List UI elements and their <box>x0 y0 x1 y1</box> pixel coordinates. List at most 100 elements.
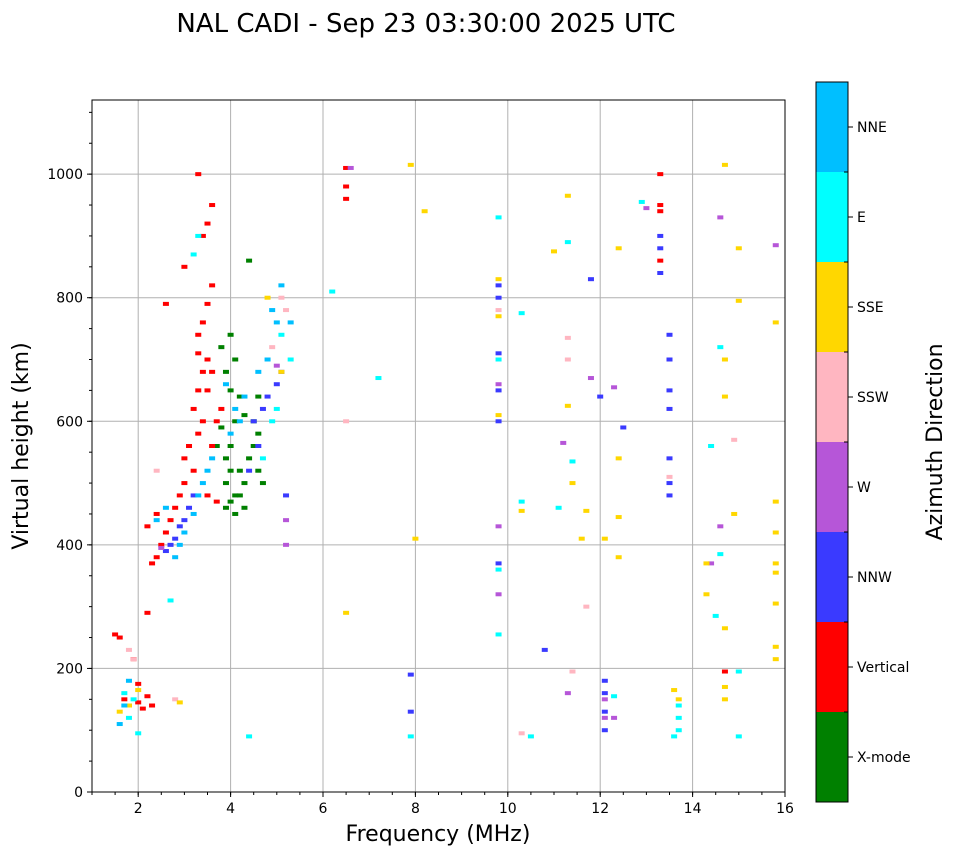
data-point-sse <box>721 162 728 167</box>
data-point-vertical <box>153 555 160 560</box>
data-point-sse <box>721 626 728 631</box>
x-axis-title: Frequency (MHz) <box>346 822 531 847</box>
data-point-vertical <box>181 264 188 269</box>
data-point-vertical <box>153 511 160 516</box>
data-point-vertical <box>199 419 206 424</box>
data-point-vertical <box>204 388 211 393</box>
data-point-x-mode <box>255 468 262 473</box>
data-point-e <box>135 731 142 736</box>
colorbar-label: SSW <box>857 390 889 406</box>
data-point-sse <box>703 561 710 566</box>
data-point-vertical <box>176 493 183 498</box>
data-point-ssw <box>269 345 276 350</box>
colorbar-label: SSE <box>857 300 884 316</box>
data-point-w <box>611 715 618 720</box>
colorbar-segment-vertical <box>816 622 848 712</box>
data-point-vertical <box>209 369 216 374</box>
data-point-vertical <box>213 419 220 424</box>
data-point-vertical <box>162 530 169 535</box>
data-point-e <box>259 456 266 461</box>
data-point-nnw <box>666 456 673 461</box>
data-point-nne <box>236 419 243 424</box>
data-point-vertical <box>199 233 206 238</box>
data-point-sse <box>675 697 682 702</box>
data-point-sse <box>343 610 350 615</box>
data-point-nne <box>269 308 276 313</box>
data-point-e <box>375 376 382 381</box>
data-point-ssw <box>666 474 673 479</box>
data-point-w <box>283 518 290 523</box>
data-point-sse <box>735 298 742 303</box>
data-point-sse <box>564 403 571 408</box>
data-point-vertical <box>721 669 728 674</box>
data-point-nne <box>227 431 234 436</box>
data-point-sse <box>615 456 622 461</box>
data-point-sse <box>601 536 608 541</box>
grid-lines <box>92 100 786 793</box>
data-point-x-mode <box>218 345 225 350</box>
data-point-nne <box>121 703 128 708</box>
data-point-vertical <box>135 700 142 705</box>
data-point-vertical <box>209 444 216 448</box>
data-point-nne <box>162 505 169 510</box>
chart-title: NAL CADI - Sep 23 03:30:00 2025 UTC <box>176 9 675 39</box>
data-point-nnw <box>657 233 664 238</box>
data-point-w <box>601 697 608 702</box>
data-point-nnw <box>407 709 414 714</box>
data-point-e <box>246 734 253 739</box>
data-point-sse <box>772 601 779 606</box>
data-point-nnw <box>657 271 664 275</box>
data-point-x-mode <box>236 468 243 473</box>
data-point-nnw <box>176 524 183 529</box>
colorbar: X-mode Vertical NNW W SSW SSE E NNE <box>815 81 911 803</box>
data-point-nnw <box>246 468 253 473</box>
data-point-sse <box>721 697 728 702</box>
data-point-e <box>287 357 294 362</box>
data-point-vertical <box>657 258 664 263</box>
data-point-vertical <box>158 542 165 547</box>
data-point-sse <box>421 209 428 214</box>
data-point-vertical <box>657 172 664 177</box>
data-point-ssw <box>564 357 571 362</box>
data-point-ssw <box>125 647 132 652</box>
data-point-vertical <box>172 505 179 510</box>
colorbar-segment-e <box>816 172 848 262</box>
data-point-x-mode <box>222 369 229 374</box>
colorbar-label: E <box>857 210 866 226</box>
data-point-x-mode <box>241 413 248 418</box>
colorbar-segment-w <box>816 442 848 532</box>
data-point-x-mode <box>250 444 257 448</box>
data-point-nne <box>255 369 262 374</box>
x-tick-label: 14 <box>684 801 702 817</box>
data-point-e <box>671 734 678 739</box>
data-point-vertical <box>144 610 151 615</box>
data-point-e <box>675 715 682 720</box>
data-point-sse <box>125 703 132 708</box>
data-point-e <box>195 233 202 238</box>
data-point-e <box>675 728 682 733</box>
data-point-nnw <box>167 542 174 547</box>
data-point-nne <box>287 320 294 325</box>
data-point-nne <box>176 542 183 547</box>
data-point-vertical <box>657 209 664 214</box>
data-point-x-mode <box>227 332 234 337</box>
data-point-ssw <box>731 437 738 442</box>
data-point-nnw <box>666 481 673 486</box>
data-point-sse <box>772 561 779 566</box>
data-point-w <box>495 592 502 597</box>
data-point-e <box>717 345 724 350</box>
data-point-nne <box>204 468 211 473</box>
data-point-nnw <box>495 388 502 393</box>
colorbar-title: Azimuth Direction <box>923 343 948 540</box>
data-point-sse <box>772 570 779 575</box>
data-point-vertical <box>190 468 197 473</box>
data-point-w <box>283 542 290 547</box>
data-point-nnw <box>283 493 290 498</box>
data-point-sse <box>615 555 622 560</box>
data-point-x-mode <box>236 394 243 399</box>
data-point-e <box>518 311 525 316</box>
data-point-sse <box>721 357 728 362</box>
colorbar-segment-nnw <box>816 532 848 622</box>
data-point-nne <box>222 382 229 387</box>
data-point-e <box>495 357 502 362</box>
